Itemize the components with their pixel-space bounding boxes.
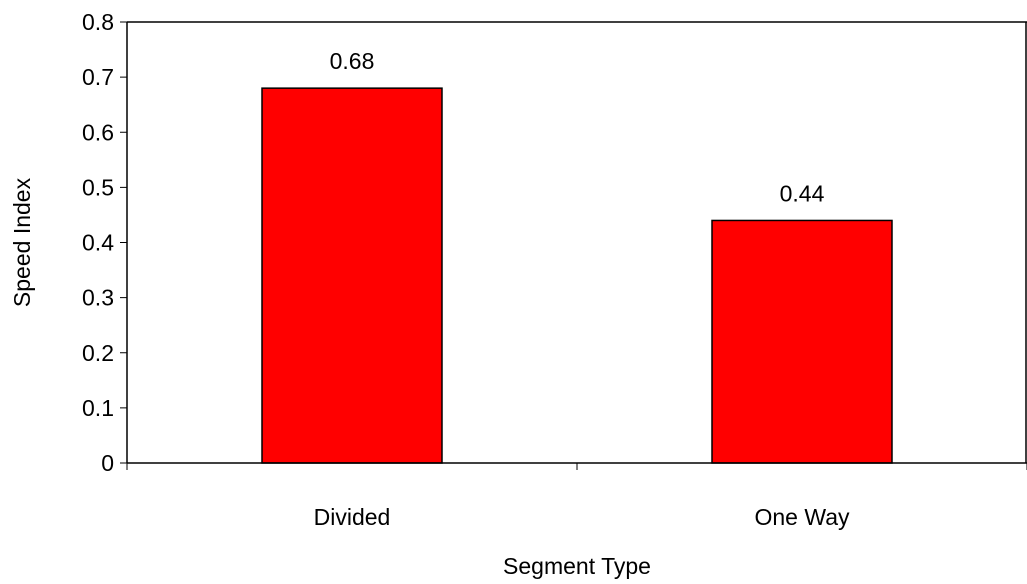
y-tick-label: 0.3	[82, 285, 114, 311]
axes	[126, 21, 1027, 464]
y-tick-label: 0	[101, 450, 114, 476]
bar-one-way	[711, 219, 893, 464]
y-tick-label: 0.8	[82, 9, 114, 35]
bars	[261, 87, 893, 464]
data-label: 0.68	[330, 48, 375, 74]
y-tick-label: 0.5	[82, 174, 114, 200]
y-axis-ticks: 0 0.1 0.2 0.3 0.4 0.5 0.6 0.7 0.8	[82, 9, 127, 476]
x-tick-label: One Way	[754, 504, 850, 530]
y-axis-title: Speed Index	[9, 177, 35, 307]
x-axis-title: Segment Type	[503, 553, 651, 579]
x-tick-label: Divided	[314, 504, 391, 530]
y-tick-label: 0.4	[82, 230, 114, 256]
y-tick-label: 0.6	[82, 119, 114, 145]
labels: 0.68 Divided 0.44 One Way	[314, 48, 850, 530]
x-axis-ticks	[126, 463, 1027, 470]
data-label: 0.44	[780, 180, 825, 206]
y-tick-label: 0.7	[82, 64, 114, 90]
bar-divided	[261, 87, 443, 464]
y-tick-label: 0.2	[82, 340, 114, 366]
y-tick-label: 0.1	[82, 395, 114, 421]
